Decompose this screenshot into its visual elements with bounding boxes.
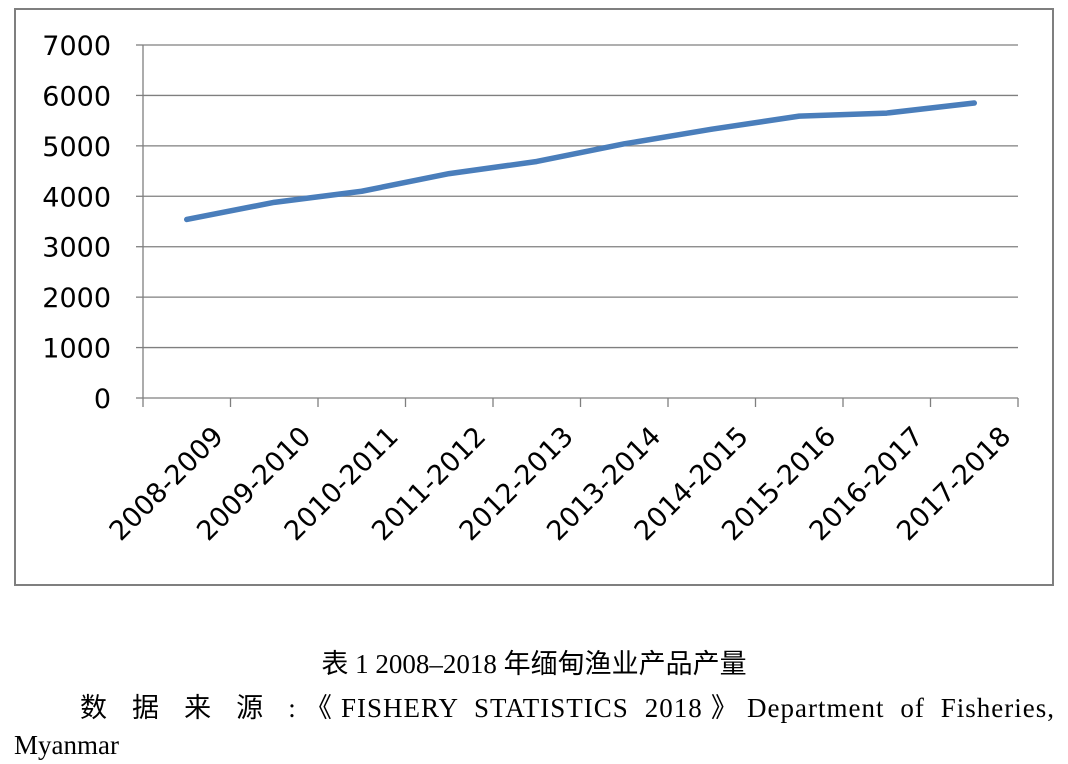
y-tick-label: 7000 xyxy=(42,31,111,62)
source-note-continuation: Myanmar xyxy=(14,730,119,760)
y-tick-label: 5000 xyxy=(42,132,111,163)
y-tick-label: 2000 xyxy=(42,283,111,314)
y-tick-label: 3000 xyxy=(42,233,111,264)
series-line xyxy=(184,100,977,223)
data-point xyxy=(184,216,190,222)
source-note: 数 据 来 源 :《FISHERY STATISTICS 2018》Depart… xyxy=(80,693,1055,723)
line-chart: 010002000300040005000600070002008-200920… xyxy=(42,31,1019,547)
data-point xyxy=(884,110,890,116)
y-tick-label: 4000 xyxy=(42,182,111,213)
figure-caption: 表 1 2008–2018 年缅甸渔业产品产量 xyxy=(321,649,747,679)
data-point xyxy=(796,113,802,119)
y-tick-label: 1000 xyxy=(42,334,111,365)
data-point xyxy=(359,188,365,194)
data-point xyxy=(621,141,627,147)
y-tick-label: 0 xyxy=(94,384,111,415)
y-tick-label: 6000 xyxy=(42,81,111,112)
data-point xyxy=(534,158,540,164)
data-point xyxy=(446,171,452,177)
data-point xyxy=(971,100,977,106)
data-point xyxy=(709,126,715,132)
data-point xyxy=(271,199,277,205)
